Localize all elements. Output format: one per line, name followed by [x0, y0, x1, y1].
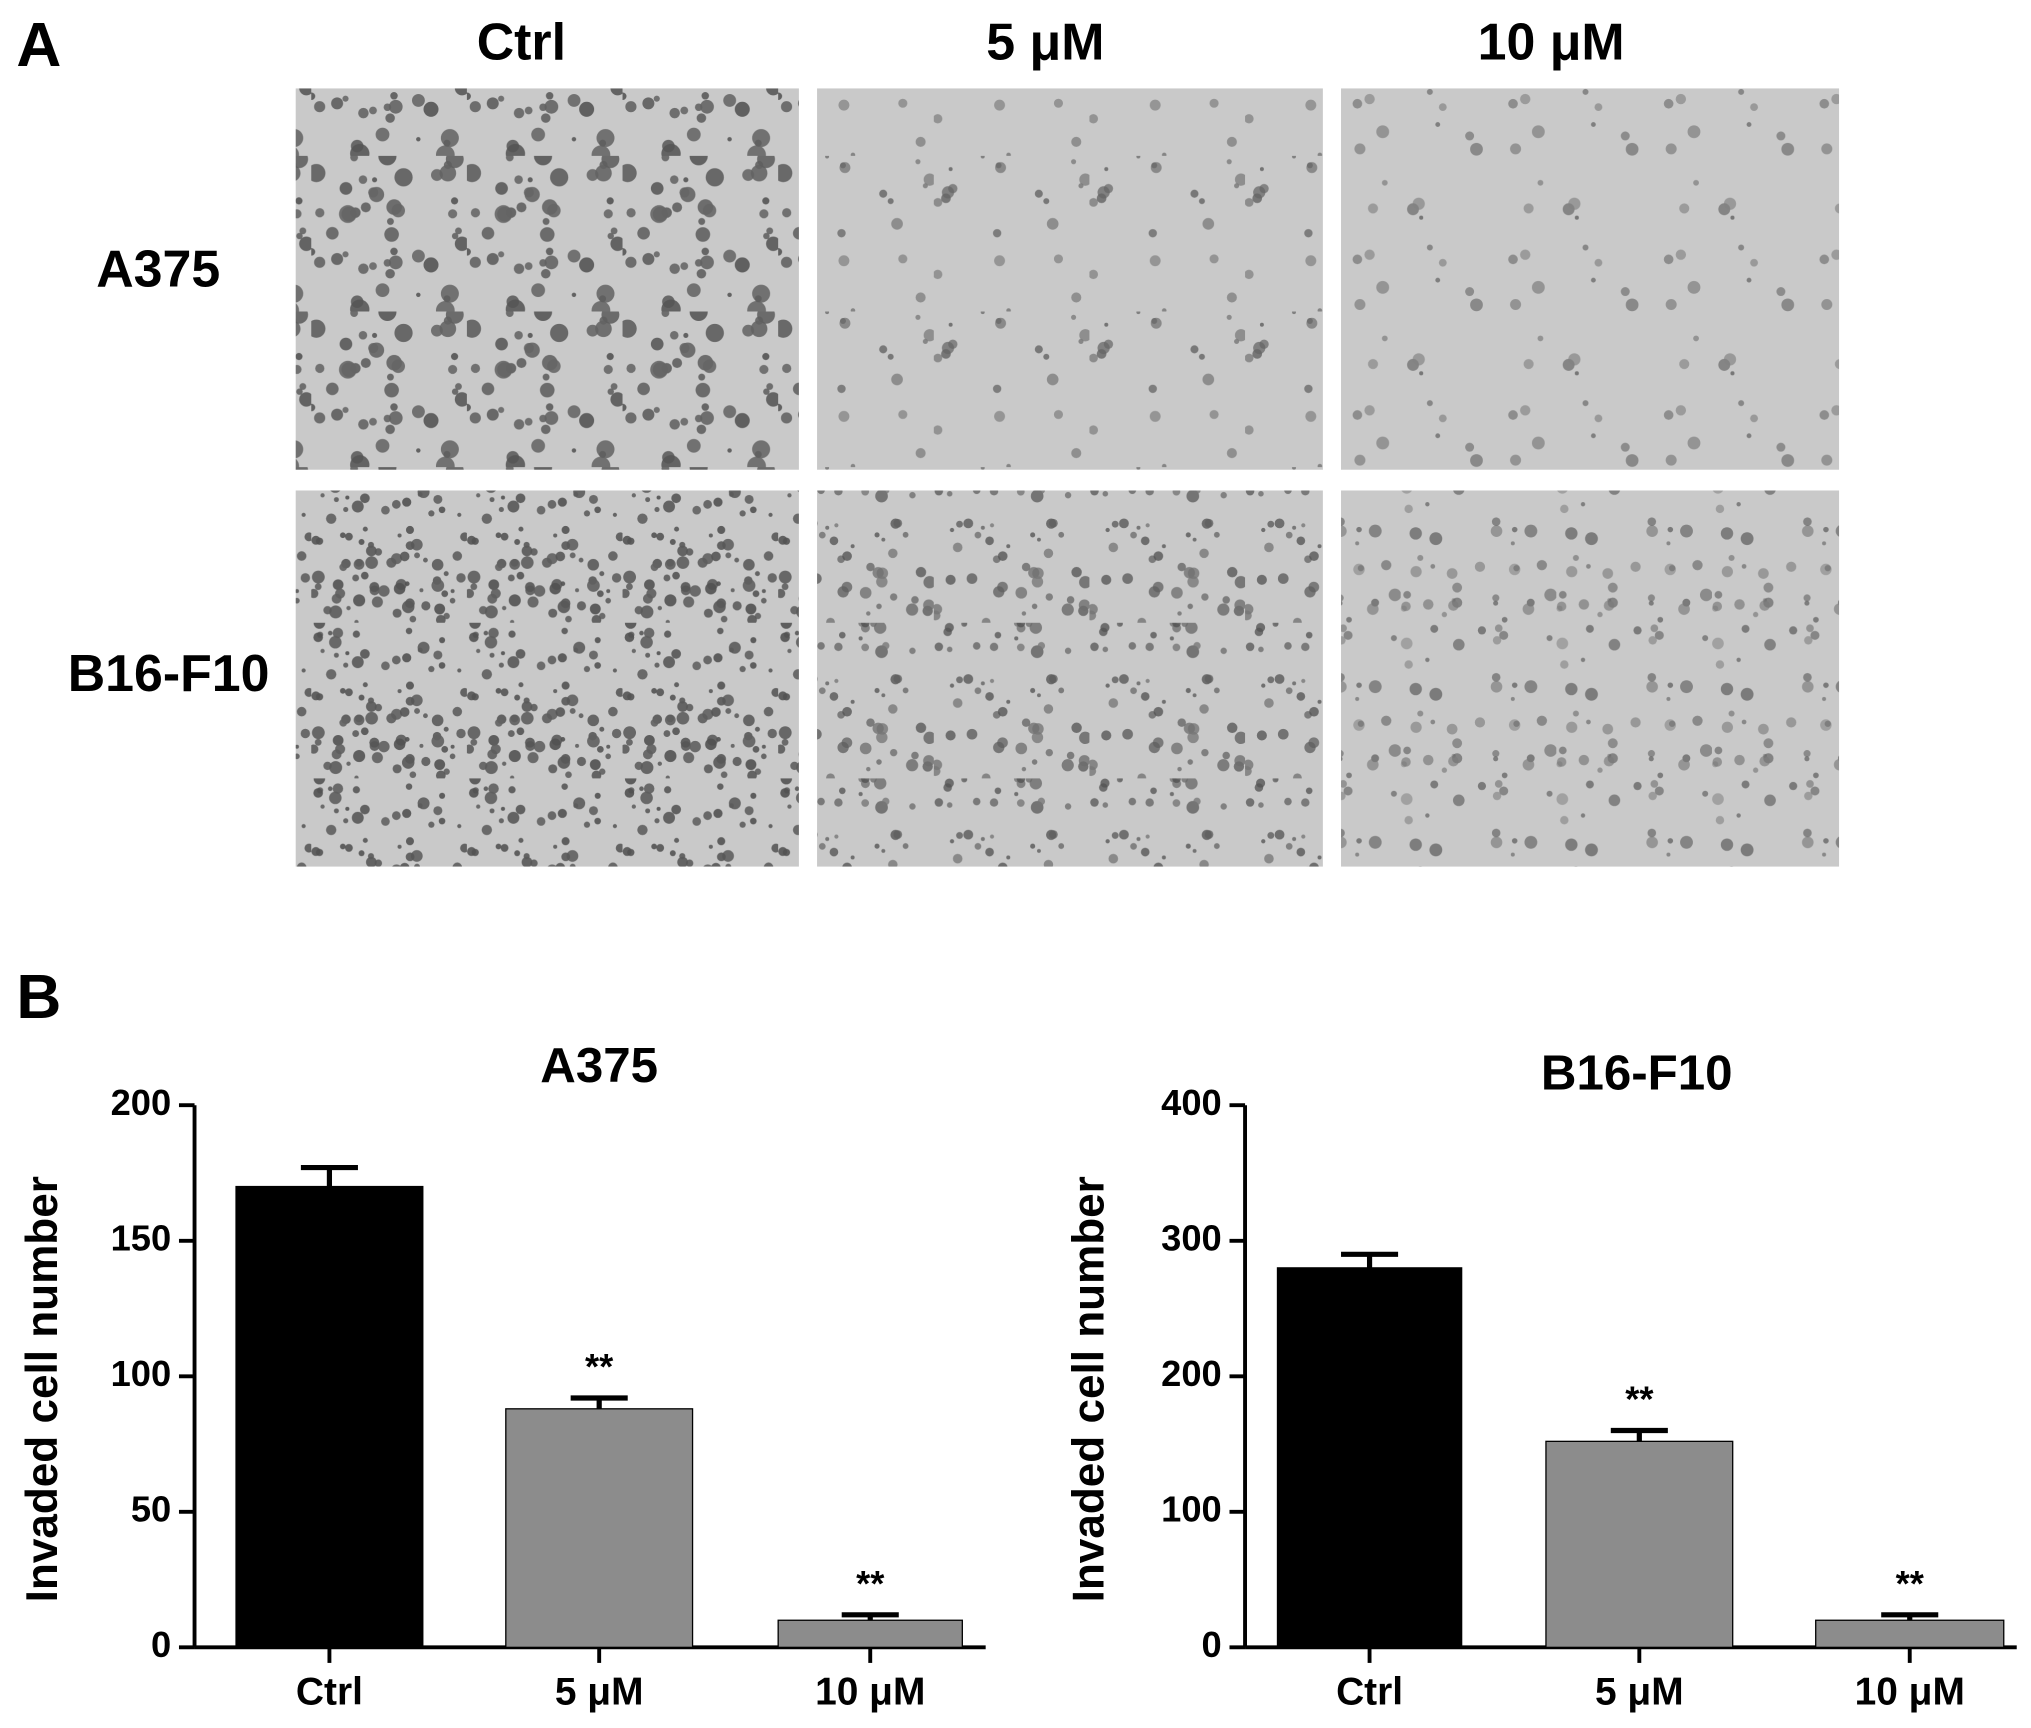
micrograph: [817, 490, 1323, 867]
y-axis-label: Invaded cell number: [1065, 1176, 1114, 1602]
column-label: 10 μM: [1478, 12, 1625, 70]
micrograph: [295, 490, 799, 867]
error-bar: [1610, 1427, 1668, 1442]
y-tick-label: 100: [1161, 1488, 1222, 1529]
bar: [505, 1408, 694, 1648]
chart-title: B16-F10: [1541, 1046, 1733, 1101]
micrograph: [1341, 88, 1840, 470]
x-tick-label: 5 μM: [1595, 1670, 1684, 1713]
significance: **: [1896, 1563, 1925, 1604]
bar: [235, 1185, 424, 1648]
chart-title: A375: [540, 1038, 658, 1093]
y-tick-label: 0: [151, 1624, 171, 1665]
panel-label: A: [16, 11, 61, 80]
column-label: Ctrl: [477, 12, 566, 70]
y-tick-label: 200: [1161, 1353, 1222, 1394]
error-bar: [841, 1612, 899, 1621]
x-tick-label: 10 μM: [1855, 1670, 1965, 1713]
row-label: B16-F10: [68, 644, 270, 702]
y-tick-label: 300: [1161, 1217, 1222, 1258]
significance: **: [585, 1346, 614, 1387]
error-bar: [570, 1395, 628, 1409]
x-tick-label: Ctrl: [1336, 1670, 1403, 1713]
error-bar: [300, 1164, 358, 1187]
y-tick-label: 200: [111, 1082, 172, 1123]
y-tick-label: 50: [131, 1488, 171, 1529]
y-tick-label: 400: [1161, 1082, 1222, 1123]
x-tick-label: 10 μM: [815, 1670, 925, 1713]
bar: [1815, 1619, 2005, 1648]
micrograph: [1341, 490, 1840, 867]
column-label: 5 μM: [986, 12, 1104, 70]
error-bar: [1881, 1612, 1939, 1621]
row-label: A375: [96, 239, 220, 297]
y-tick-label: 150: [111, 1217, 172, 1258]
bar: [1276, 1267, 1463, 1648]
y-axis-label: Invaded cell number: [18, 1176, 67, 1602]
micrograph: [295, 88, 799, 470]
y-tick-label: 0: [1202, 1624, 1222, 1665]
significance: **: [856, 1563, 885, 1604]
error-bar: [1341, 1251, 1399, 1268]
significance: **: [1625, 1379, 1654, 1420]
y-tick-label: 100: [111, 1353, 172, 1394]
x-tick-label: Ctrl: [296, 1670, 363, 1713]
x-tick-label: 5 μM: [555, 1670, 644, 1713]
bar: [777, 1619, 963, 1648]
micrograph: [817, 88, 1323, 470]
bar: [1545, 1440, 1734, 1648]
panel-label: B: [16, 963, 61, 1032]
